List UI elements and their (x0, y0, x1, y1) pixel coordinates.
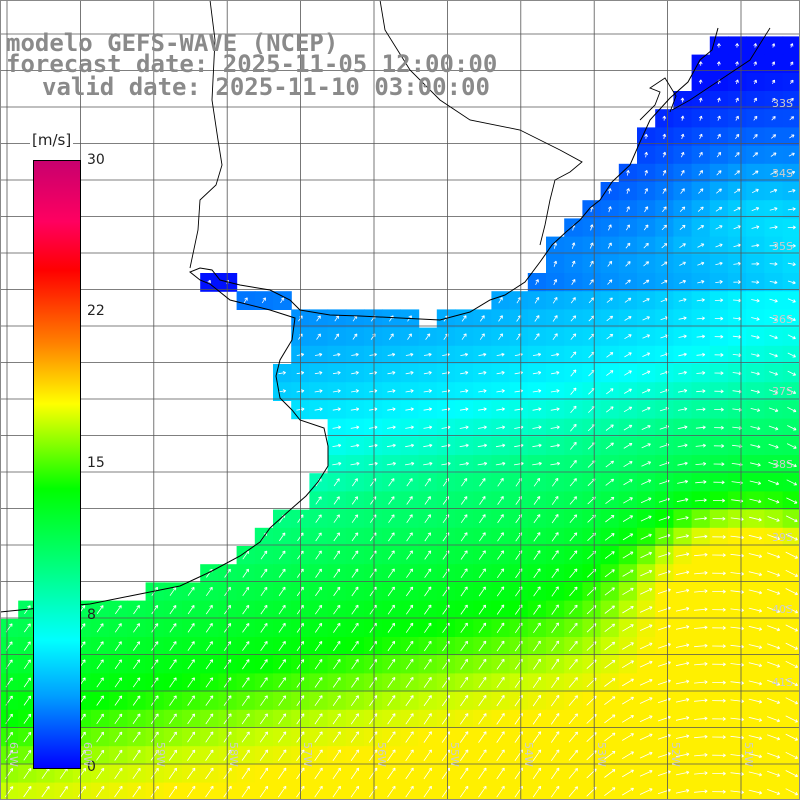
lat-label: 35S (772, 240, 793, 253)
colorbar (33, 160, 81, 769)
valid-date: valid date: 2025-11-10 03:00:00 (42, 73, 490, 101)
lon-label: 58W (227, 742, 240, 767)
legend-tick-30: 30 (87, 152, 105, 168)
land-boundary (379, 0, 583, 246)
land-boundary (671, 27, 771, 111)
lon-label: 54W (522, 742, 535, 767)
lon-label: 60W (81, 742, 94, 767)
lon-label: 55W (448, 742, 461, 767)
lat-label: 34S (772, 167, 793, 180)
lon-label: 56W (375, 742, 388, 767)
lon-label: 52W (669, 742, 682, 767)
legend-tick-0: 0 (87, 759, 96, 775)
lon-label: 61W (7, 742, 20, 767)
lat-label: 37S (772, 385, 793, 398)
legend-tick-8: 8 (87, 607, 96, 623)
lat-label: 36S (772, 313, 793, 326)
lat-label: 33S (772, 97, 793, 110)
lon-label: 53W (595, 742, 608, 767)
wind-speed-field (0, 36, 800, 800)
lat-label: 40S (772, 603, 793, 616)
coastline (0, 27, 719, 613)
lat-label: 41S (772, 676, 793, 689)
wind-vectors (5, 43, 799, 798)
land-boundary (189, 0, 223, 269)
lat-label: 39S (772, 531, 793, 544)
lat-label: 38S (772, 458, 793, 471)
lon-label: 51W (742, 742, 755, 767)
legend-tick-22: 22 (87, 303, 105, 319)
legend-unit: [m/s] (30, 131, 74, 149)
land-boundary (639, 77, 677, 121)
lon-label: 57W (301, 742, 314, 767)
model-title: modelo GEFS-WAVE (NCEP) (6, 29, 339, 57)
forecast-date: forecast date: 2025-11-05 12:00:00 (6, 50, 498, 78)
lon-label: 59W (154, 742, 167, 767)
legend-tick-15: 15 (87, 455, 105, 471)
